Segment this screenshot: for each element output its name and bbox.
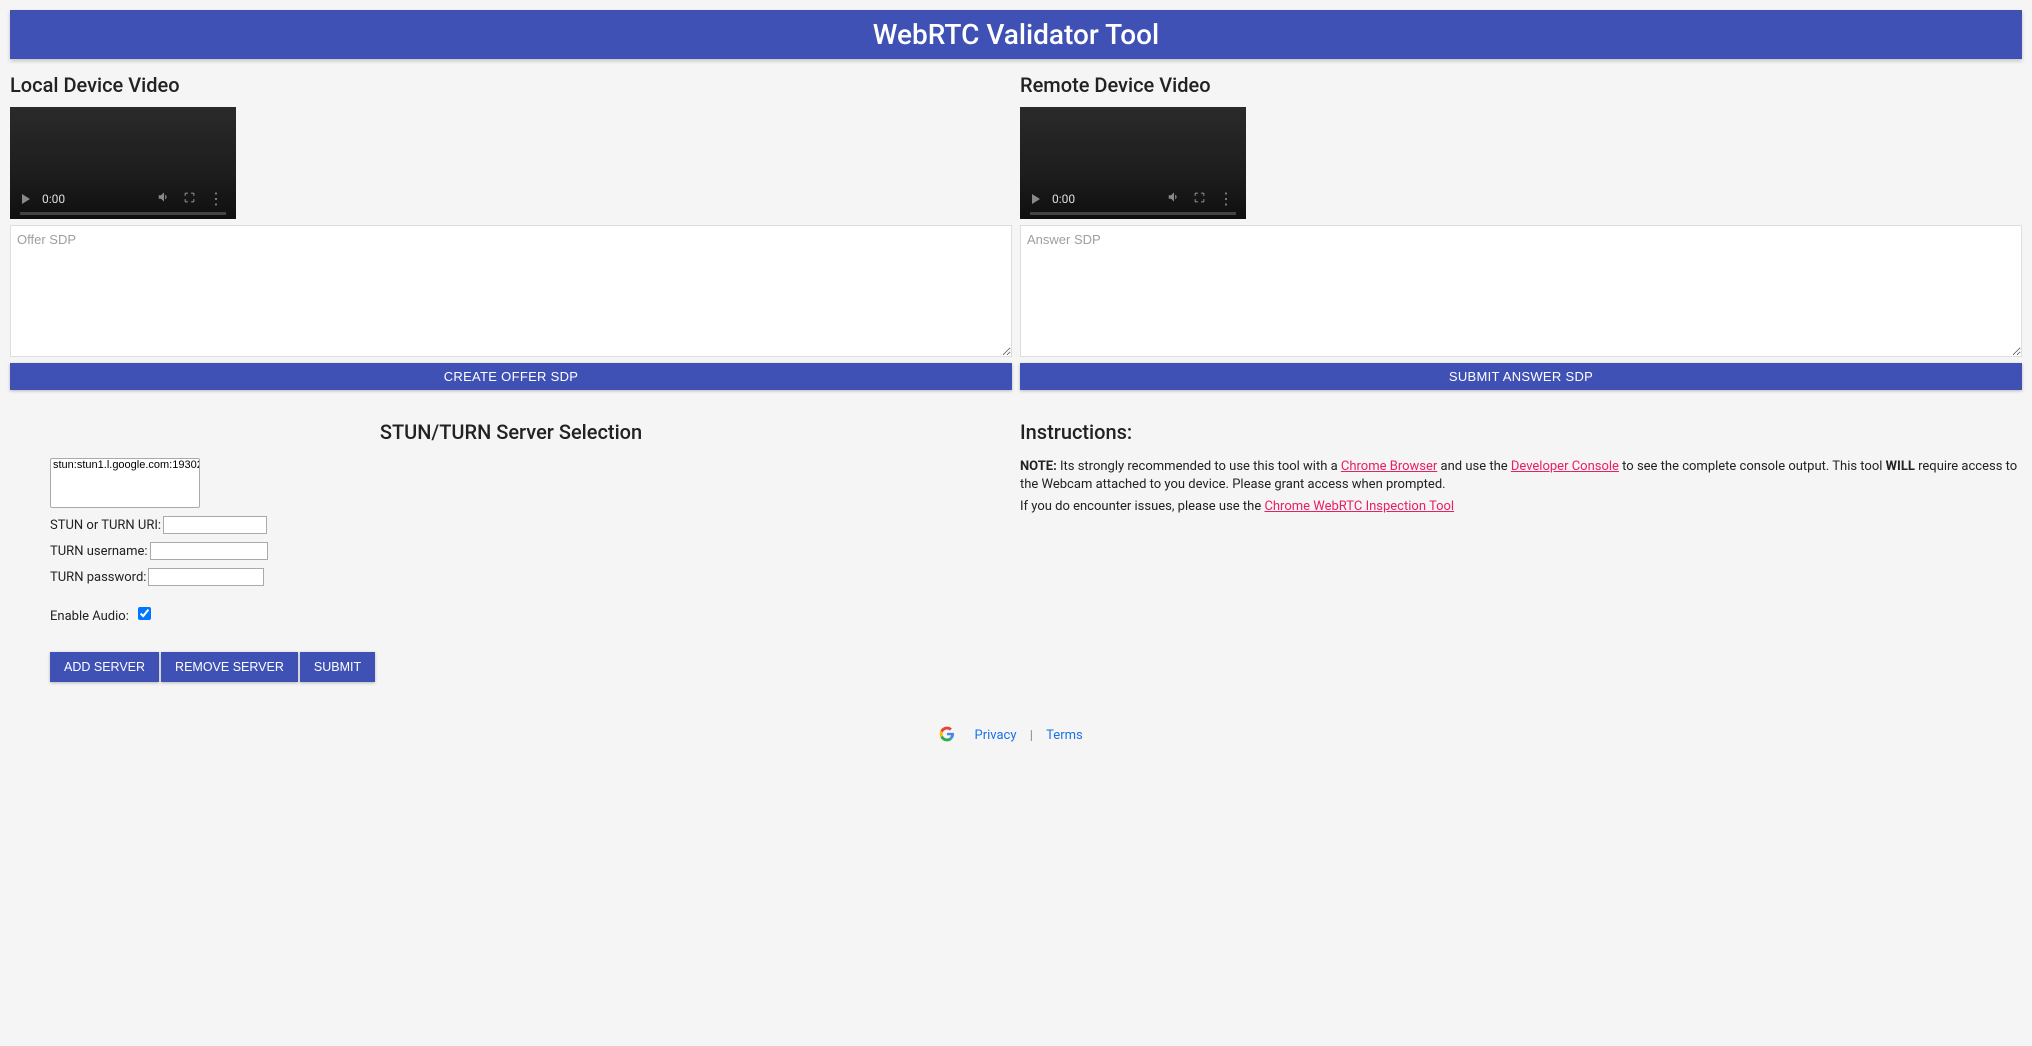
enable-audio-checkbox[interactable] xyxy=(138,607,151,620)
note-text: Its strongly recommended to use this too… xyxy=(1057,459,1341,474)
uri-label: STUN or TURN URI: xyxy=(50,518,161,533)
local-column: Local Device Video 0:00 ⋮ CREATE OFFER S… xyxy=(10,73,1012,682)
footer-divider: | xyxy=(1030,728,1033,743)
chrome-browser-link[interactable]: Chrome Browser xyxy=(1341,459,1437,474)
stun-title: STUN/TURN Server Selection xyxy=(50,420,972,444)
volume-icon[interactable] xyxy=(1167,190,1181,208)
webrtc-inspection-link[interactable]: Chrome WebRTC Inspection Tool xyxy=(1264,499,1454,514)
server-list-select[interactable]: stun:stun1.l.google.com:19302 xyxy=(50,458,200,508)
instructions-note: NOTE: Its strongly recommended to use th… xyxy=(1020,458,2022,494)
video-scrubber[interactable] xyxy=(1030,212,1236,215)
submit-server-button[interactable]: SUBMIT xyxy=(300,652,375,682)
remove-server-button[interactable]: REMOVE SERVER xyxy=(161,652,298,682)
server-option[interactable]: stun:stun1.l.google.com:19302 xyxy=(51,459,199,472)
volume-icon[interactable] xyxy=(157,190,171,208)
remote-column: Remote Device Video 0:00 ⋮ SUBMIT ANSWER… xyxy=(1020,73,2022,682)
instructions-title: Instructions: xyxy=(1020,420,2022,444)
play-icon[interactable] xyxy=(1032,194,1040,204)
will-emphasis: WILL xyxy=(1886,459,1915,474)
local-video-player[interactable]: 0:00 ⋮ xyxy=(10,107,236,219)
video-scrubber[interactable] xyxy=(20,212,226,215)
fullscreen-icon[interactable] xyxy=(183,191,196,208)
privacy-link[interactable]: Privacy xyxy=(975,728,1017,743)
fullscreen-icon[interactable] xyxy=(1193,191,1206,208)
page-header: WebRTC Validator Tool xyxy=(10,10,2022,59)
remote-video-player[interactable]: 0:00 ⋮ xyxy=(1020,107,1246,219)
turn-password-input[interactable] xyxy=(148,568,264,586)
username-label: TURN username: xyxy=(50,544,148,559)
note-text: to see the complete console output. This… xyxy=(1619,459,1886,474)
more-icon[interactable]: ⋮ xyxy=(208,191,224,207)
play-icon[interactable] xyxy=(22,194,30,204)
submit-answer-button[interactable]: SUBMIT ANSWER SDP xyxy=(1020,363,2022,390)
remote-video-time: 0:00 xyxy=(1052,192,1155,206)
enable-audio-label: Enable Audio: xyxy=(50,609,129,624)
terms-link[interactable]: Terms xyxy=(1046,728,1083,743)
footer: Privacy | Terms xyxy=(10,712,2022,760)
local-video-time: 0:00 xyxy=(42,192,145,206)
google-logo-icon xyxy=(939,726,955,746)
instructions-line2: If you do encounter issues, please use t… xyxy=(1020,498,2022,516)
remote-video-title: Remote Device Video xyxy=(1020,73,2022,97)
note-text: and use the xyxy=(1437,459,1511,474)
more-icon[interactable]: ⋮ xyxy=(1218,191,1234,207)
line2-text: If you do encounter issues, please use t… xyxy=(1020,499,1264,514)
stun-uri-input[interactable] xyxy=(163,516,267,534)
add-server-button[interactable]: ADD SERVER xyxy=(50,652,159,682)
offer-sdp-textarea[interactable] xyxy=(10,225,1012,357)
turn-username-input[interactable] xyxy=(150,542,268,560)
password-label: TURN password: xyxy=(50,570,146,585)
create-offer-button[interactable]: CREATE OFFER SDP xyxy=(10,363,1012,390)
note-label: NOTE: xyxy=(1020,459,1057,474)
developer-console-link[interactable]: Developer Console xyxy=(1511,459,1619,474)
answer-sdp-textarea[interactable] xyxy=(1020,225,2022,357)
local-video-title: Local Device Video xyxy=(10,73,1012,97)
